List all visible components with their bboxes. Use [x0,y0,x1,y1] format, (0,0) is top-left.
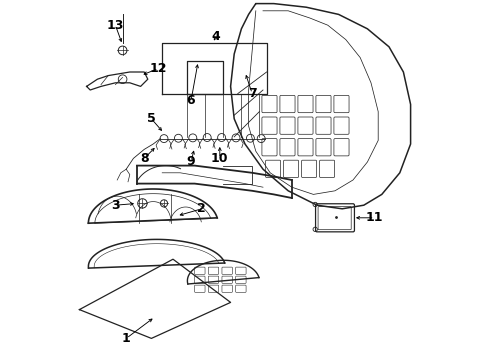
Text: 8: 8 [140,152,148,165]
Text: 1: 1 [122,332,130,345]
Text: 5: 5 [147,112,156,125]
Text: 12: 12 [150,62,168,75]
Text: 3: 3 [111,199,120,212]
Text: 11: 11 [366,211,383,224]
Text: 7: 7 [248,87,257,100]
Text: 9: 9 [187,156,196,168]
Text: 6: 6 [187,94,196,107]
Text: 2: 2 [197,202,206,215]
Text: 10: 10 [211,152,228,165]
Text: 4: 4 [212,30,220,42]
Text: 13: 13 [107,19,124,32]
